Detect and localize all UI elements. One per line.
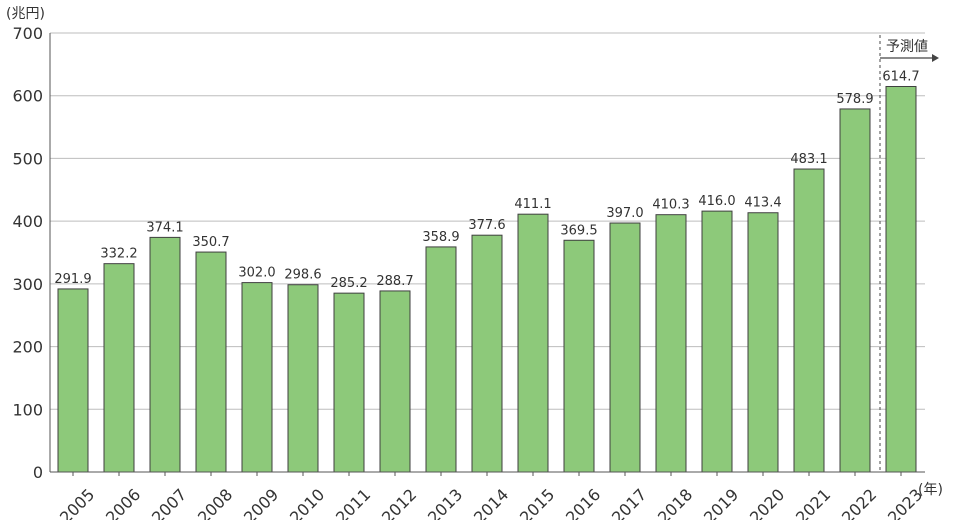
bar-2007 [149,236,181,473]
x-tick-label: 2006 [102,485,144,520]
data-label: 483.1 [790,152,827,167]
x-tick-label: 2017 [608,485,650,520]
x-tick-label: 2011 [332,485,374,520]
bar-2015 [517,213,549,473]
data-label: 397.0 [606,206,643,221]
x-tick-label: 2008 [194,485,236,520]
data-label: 358.9 [422,230,459,245]
bar-2013 [425,246,457,473]
x-tick-label: 2018 [654,485,696,520]
forecast-arrow-icon [932,54,939,62]
data-label: 288.7 [376,274,413,289]
x-tick-label: 2015 [516,485,558,520]
data-label: 377.6 [468,218,505,233]
x-tick-label: 2005 [56,485,98,520]
forecast-label: 予測値 [886,39,928,55]
y-tick-label: 400 [12,212,43,231]
data-label: 411.1 [514,197,551,212]
x-tick-label: 2019 [700,485,742,520]
x-axis-unit: (年) [918,482,943,498]
x-tick-label: 2010 [286,485,328,520]
data-label: 578.9 [836,92,873,107]
data-label: 298.6 [284,268,321,283]
y-tick-label: 700 [12,24,43,43]
x-tick-label: 2012 [378,485,420,520]
bar-2012 [379,290,411,473]
y-tick-label: 300 [12,275,43,294]
bar-2021 [793,168,825,473]
data-label: 413.4 [744,196,781,211]
x-tick-label: 2013 [424,485,466,520]
forecast-marker: 予測値 [879,35,939,472]
y-tick-label: 100 [12,400,43,419]
bar-2005 [57,288,89,473]
y-tick-label: 0 [33,463,43,482]
y-tick-label: 600 [12,87,43,106]
data-label: 416.0 [698,194,735,209]
bar-2011 [333,292,365,473]
data-label: 614.7 [882,69,919,84]
y-axis-unit: (兆円) [6,6,45,22]
bar-2006 [103,263,135,473]
data-label: 302.0 [238,266,275,281]
data-label: 369.5 [560,223,597,238]
x-tick-label: 2007 [148,485,190,520]
bar-2010 [287,284,319,473]
bar-2009 [241,282,273,473]
bar-2017 [609,222,641,473]
x-tick-label: 2014 [470,485,512,520]
bar-2018 [655,214,687,473]
y-tick-label: 200 [12,338,43,357]
x-tick-label: 2022 [838,485,880,520]
x-tick-label: 2021 [792,485,834,520]
data-label: 350.7 [192,235,229,250]
bar-2019 [701,210,733,473]
bar-2014 [471,234,503,473]
data-label: 410.3 [652,198,689,213]
bar-2008 [195,251,227,473]
x-tick-label: 2020 [746,485,788,520]
bar-2022 [839,108,871,473]
bar-2016 [563,239,595,473]
data-label: 332.2 [100,247,137,262]
bar-2023 [885,85,917,473]
y-tick-label: 500 [12,149,43,168]
data-label: 285.2 [330,276,367,291]
data-label: 291.9 [54,272,91,287]
data-label: 374.1 [146,220,183,235]
x-tick-label: 2016 [562,485,604,520]
x-tick-label: 2009 [240,485,282,520]
bar-2020 [747,212,779,473]
bars: 291.9 332.2 374.1 350.7 302.0 298.6 285.2 288.7… [54,69,920,473]
